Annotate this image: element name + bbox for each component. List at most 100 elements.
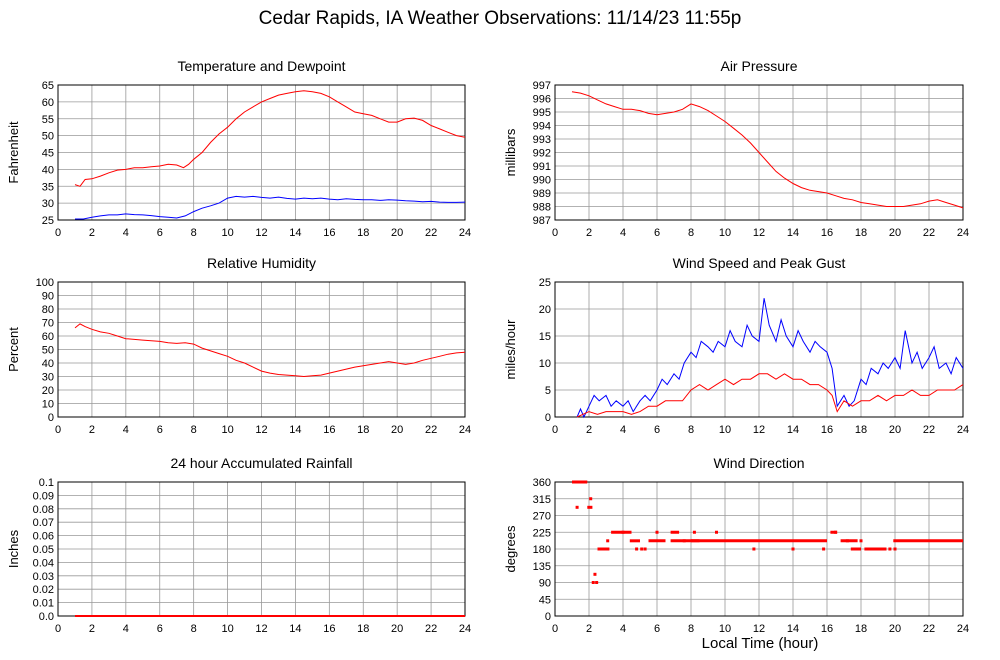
series-line-0 (576, 298, 964, 419)
x-tick-label: 4 (123, 227, 129, 239)
direction-point (791, 547, 795, 551)
y-tick-label: 993 (533, 134, 551, 146)
y-tick-label: 270 (533, 511, 551, 523)
direction-point (640, 547, 644, 551)
y-tick-label: 0.05 (33, 544, 54, 556)
main-title: Cedar Rapids, IA Weather Observations: 1… (258, 8, 742, 29)
x-tick-label: 24 (957, 227, 969, 239)
x-tick-label: 20 (391, 227, 403, 239)
x-tick-label: 16 (323, 623, 335, 635)
x-tick-label: 22 (923, 227, 935, 239)
x-tick-label: 4 (620, 424, 626, 436)
y-tick-label: 987 (533, 215, 551, 227)
y-tick-label: 0.01 (33, 598, 54, 610)
y-tick-label: 992 (533, 148, 551, 160)
x-tick-label: 16 (821, 227, 833, 239)
x-tick-label: 18 (357, 424, 369, 436)
panel-title: Air Pressure (720, 58, 797, 74)
y-tick-label: 0 (545, 412, 551, 424)
y-tick-label: 80 (42, 304, 54, 316)
direction-point (621, 530, 625, 534)
y-tick-label: 35 (42, 181, 54, 193)
direction-point (834, 530, 837, 534)
direction-point (893, 547, 897, 551)
direction-point (859, 539, 863, 543)
y-tick-label: 995 (533, 107, 551, 119)
y-tick-label: 50 (42, 131, 54, 143)
y-tick-label: 15 (539, 331, 551, 343)
x-axis-label: Local Time (hour) (701, 635, 819, 652)
panel-title: Wind Speed and Peak Gust (673, 255, 846, 271)
direction-point (655, 530, 659, 534)
y-tick-label: 180 (533, 544, 551, 556)
y-tick-label: 0.07 (33, 517, 54, 529)
x-tick-label: 24 (459, 424, 471, 436)
direction-point (593, 572, 597, 576)
x-tick-label: 10 (221, 227, 233, 239)
y-tick-label: 0.06 (33, 531, 54, 543)
x-tick-label: 18 (357, 623, 369, 635)
x-tick-label: 10 (221, 424, 233, 436)
y-tick-label: 45 (42, 148, 54, 160)
x-tick-label: 14 (289, 424, 301, 436)
x-tick-label: 20 (889, 424, 901, 436)
x-tick-label: 10 (719, 424, 731, 436)
y-axis-label: millibars (503, 128, 518, 176)
x-tick-label: 20 (889, 227, 901, 239)
y-tick-label: 50 (42, 345, 54, 357)
x-tick-label: 12 (255, 227, 267, 239)
y-tick-label: 0.0 (39, 611, 54, 623)
x-tick-label: 12 (753, 424, 765, 436)
direction-point (591, 581, 595, 584)
y-tick-label: 135 (533, 561, 551, 573)
panel-title: Wind Direction (713, 455, 804, 471)
direction-point (845, 539, 849, 543)
y-tick-label: 90 (539, 578, 551, 590)
y-tick-label: 996 (533, 94, 551, 106)
x-tick-label-origin: 0 (552, 227, 558, 239)
x-tick-label: 18 (855, 623, 867, 635)
y-tick-label: 0.03 (33, 571, 54, 583)
x-tick-label: 24 (459, 623, 471, 635)
plot-frame (554, 281, 964, 418)
x-tick-label: 22 (425, 623, 437, 635)
y-tick-label: 40 (42, 164, 54, 176)
x-tick-label: 8 (688, 227, 694, 239)
series-line-1 (576, 373, 964, 418)
y-tick-label: 45 (539, 594, 551, 606)
y-tick-label: 225 (533, 527, 551, 539)
x-tick-label: 12 (753, 227, 765, 239)
direction-point (822, 547, 826, 551)
y-tick-label: 60 (42, 331, 54, 343)
y-tick-label: 991 (533, 161, 551, 173)
x-tick-label-origin: 0 (55, 227, 61, 239)
panel-temperature: Temperature and Dewpoint2530354045505560… (6, 58, 471, 239)
x-tick-label: 16 (323, 424, 335, 436)
x-tick-label: 6 (654, 623, 660, 635)
x-tick-label: 14 (787, 623, 799, 635)
y-tick-label: 988 (533, 202, 551, 214)
x-tick-label: 6 (157, 227, 163, 239)
direction-point (715, 530, 718, 534)
y-tick-label: 0.02 (33, 584, 54, 596)
x-tick-label: 2 (586, 227, 592, 239)
x-tick-label: 10 (719, 227, 731, 239)
x-tick-label: 14 (787, 227, 799, 239)
plot-frame (57, 84, 466, 221)
y-axis-label: Fahrenheit (6, 121, 21, 184)
y-tick-label: 0.04 (33, 557, 54, 569)
x-tick-label: 6 (157, 424, 163, 436)
x-tick-label-origin: 0 (552, 623, 558, 635)
x-tick-label: 8 (191, 227, 197, 239)
y-tick-label: 20 (539, 304, 551, 316)
x-tick-label: 2 (89, 623, 95, 635)
x-tick-label: 20 (391, 424, 403, 436)
y-tick-label: 40 (42, 358, 54, 370)
x-tick-label: 22 (425, 227, 437, 239)
y-tick-label: 20 (42, 385, 54, 397)
x-tick-label: 14 (289, 227, 301, 239)
direction-point (589, 497, 593, 501)
y-tick-label: 5 (545, 385, 551, 397)
